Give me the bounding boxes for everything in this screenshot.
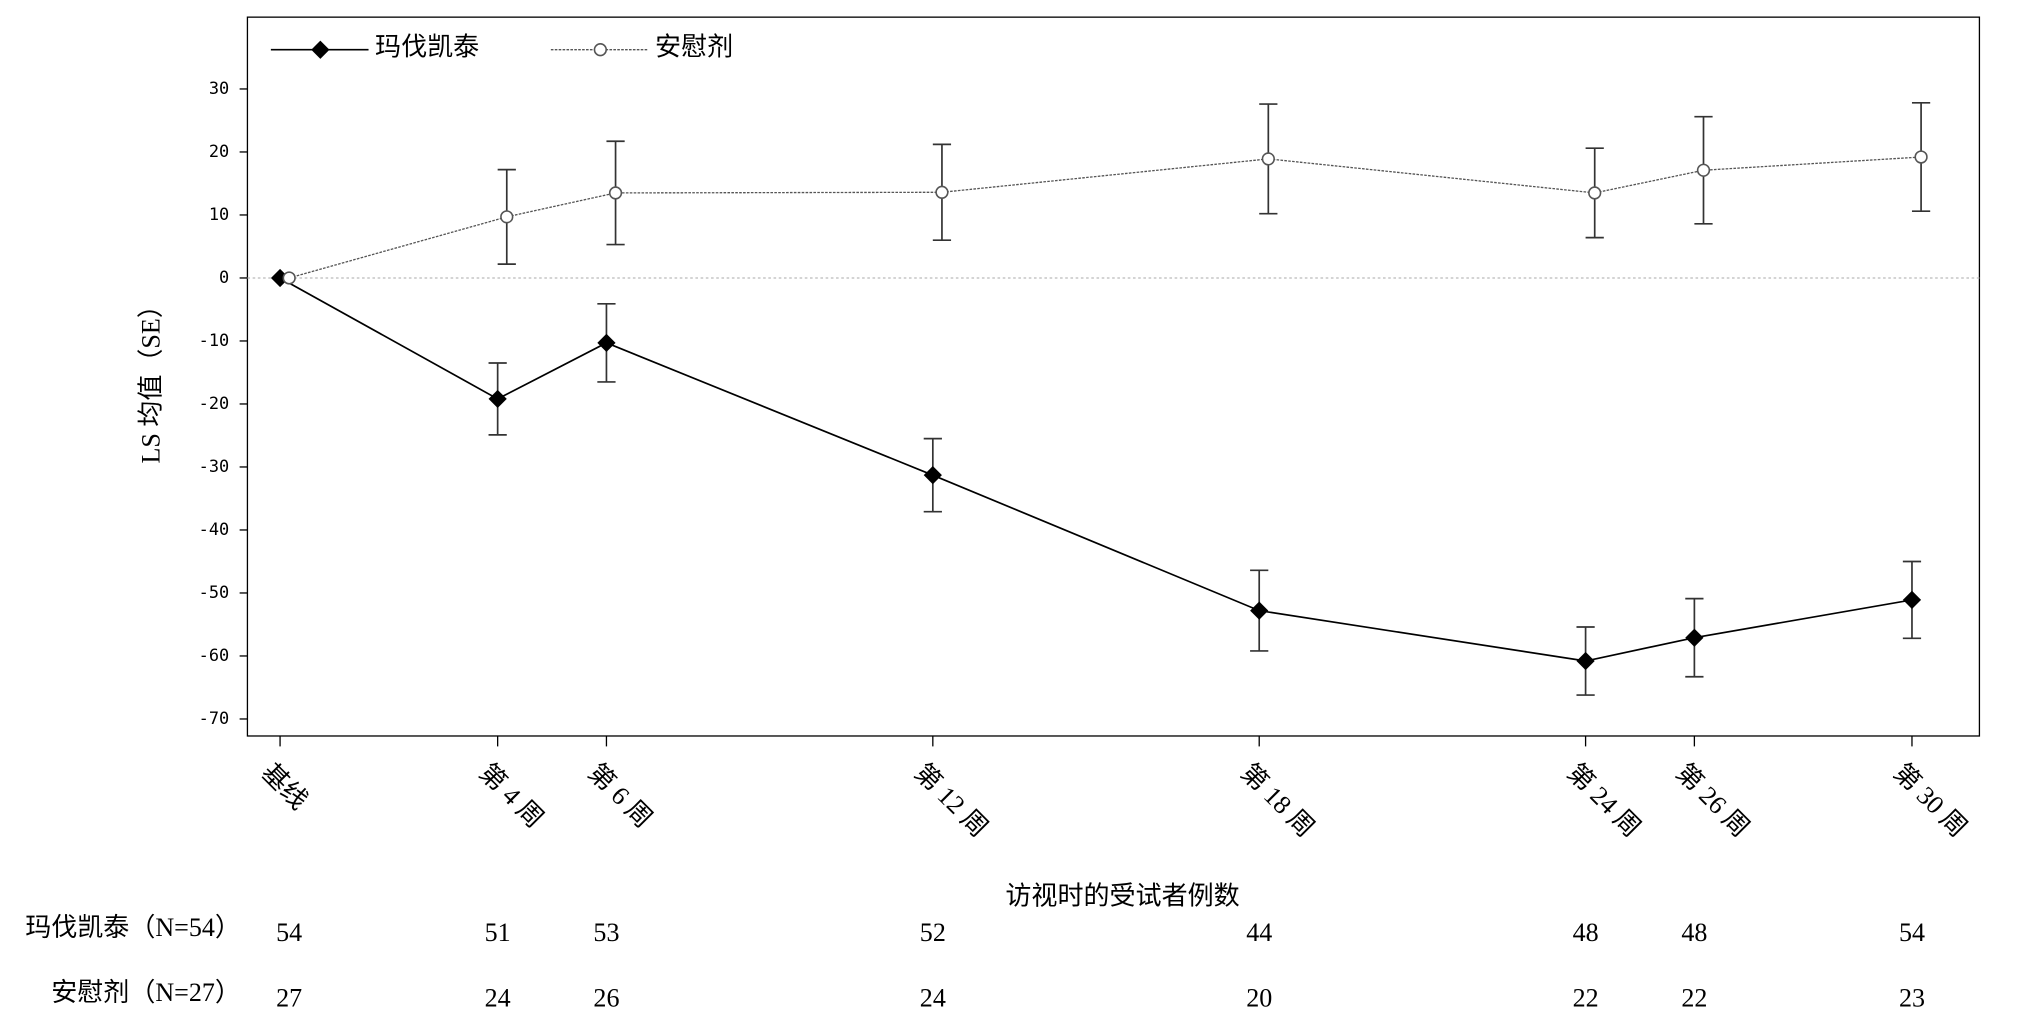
table-row-label: 安慰剂（N=27）	[51, 978, 241, 1007]
point	[1914, 150, 1928, 164]
y-tick-label: 20	[209, 141, 229, 161]
table-cell: 27	[276, 983, 302, 1012]
y-tick-label: -30	[199, 456, 230, 476]
point	[1696, 163, 1711, 177]
table-cell: 44	[1246, 918, 1272, 947]
point	[1261, 152, 1275, 166]
point	[282, 271, 296, 285]
point	[597, 333, 616, 352]
table-cell: 48	[1681, 918, 1707, 947]
point	[935, 185, 949, 199]
table-cell: 23	[1899, 983, 1925, 1012]
point	[923, 466, 942, 485]
y-tick-label: -40	[199, 519, 230, 539]
point	[608, 186, 623, 200]
table-title: 访视时的受试者例数	[1005, 882, 1239, 911]
legend-marker	[311, 40, 330, 59]
x-tick-label: 第 12 周	[909, 758, 994, 843]
legend-label: 玛伐凯泰	[375, 33, 479, 62]
point	[1685, 628, 1704, 647]
point	[488, 389, 507, 409]
series-line	[289, 156, 1922, 279]
legend-marker	[593, 43, 607, 57]
y-tick-label: -60	[199, 645, 230, 665]
point	[1902, 590, 1922, 610]
y-tick-label: 10	[209, 204, 229, 224]
y-tick-label: -50	[199, 582, 230, 602]
x-tick-label: 第 6 周	[582, 758, 658, 834]
y-tick-label: 30	[209, 78, 229, 98]
x-tick-label: 第 26 周	[1670, 758, 1755, 843]
table-cell: 22	[1681, 983, 1707, 1012]
x-tick-label: 第 4 周	[474, 758, 550, 834]
point	[1588, 186, 1602, 200]
table-cell: 26	[593, 983, 619, 1012]
table-cell: 24	[485, 983, 511, 1012]
table-cell: 52	[920, 918, 946, 947]
table-cell: 48	[1573, 918, 1599, 947]
x-tick-label: 第 18 周	[1235, 758, 1320, 843]
legend-label: 安慰剂	[655, 33, 733, 62]
point	[500, 210, 514, 224]
table-cell: 51	[485, 918, 511, 947]
table-cell: 54	[276, 918, 302, 947]
x-tick-label: 第 24 周	[1561, 758, 1646, 843]
y-tick-label: -20	[199, 393, 230, 413]
y-axis-label: LS 均值（SE）	[137, 292, 166, 463]
table-cell: 20	[1246, 983, 1272, 1012]
x-tick-label: 基线	[256, 758, 313, 815]
table-cell: 22	[1573, 983, 1599, 1012]
y-tick-label: -70	[199, 708, 230, 728]
table-cell: 53	[593, 918, 619, 947]
plot-frame	[246, 16, 1981, 737]
series-line	[279, 277, 1913, 662]
point	[1576, 651, 1595, 671]
table-cell: 24	[920, 983, 946, 1012]
y-tick-label: 0	[219, 267, 229, 287]
x-tick-label: 第 30 周	[1888, 758, 1973, 843]
table-row-label: 玛伐凯泰（N=54）	[25, 913, 241, 942]
point	[1250, 601, 1269, 620]
table-cell: 54	[1899, 918, 1925, 947]
y-tick-label: -10	[199, 330, 230, 350]
